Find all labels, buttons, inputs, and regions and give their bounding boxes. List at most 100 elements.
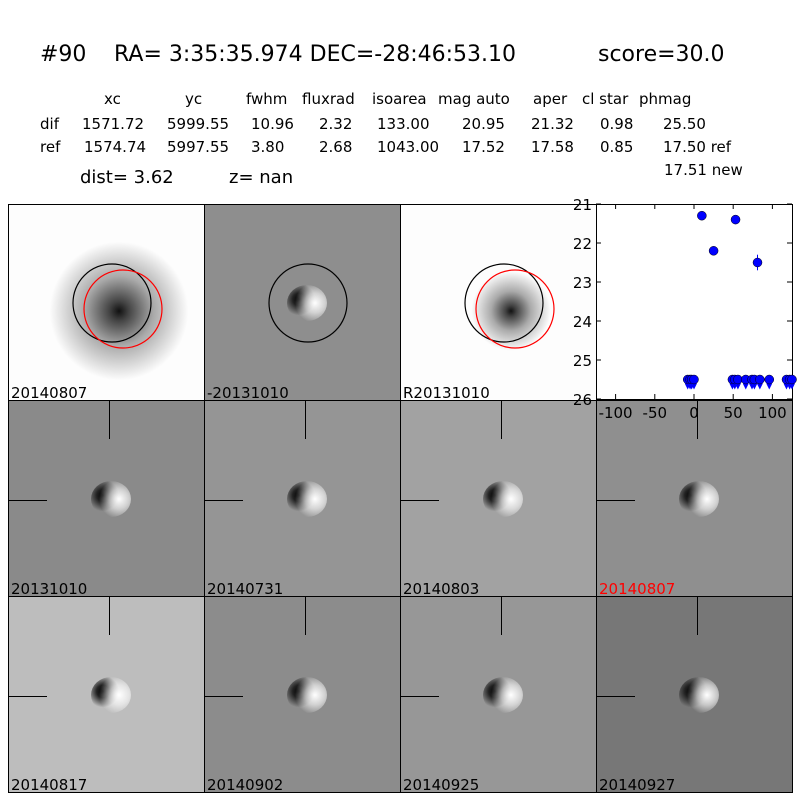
x-tick-label: 50: [724, 404, 743, 422]
image-stamp[interactable]: -20131010: [204, 204, 401, 401]
aperture-circles: [268, 263, 348, 343]
table-cell: 1043.00: [377, 138, 440, 156]
detection-point: [730, 214, 741, 225]
column-header: xc: [104, 90, 121, 108]
dipole-residual: [287, 481, 327, 517]
dipole-residual: [483, 677, 523, 713]
table-cell: 133.00: [377, 115, 430, 133]
image-stamp[interactable]: 20140817: [8, 596, 205, 793]
table-cell: 2.68: [319, 138, 353, 156]
table-cell: 20.95: [462, 115, 505, 133]
crosshair-tick: [597, 696, 635, 697]
aperture-circles: [464, 263, 555, 349]
column-header: aper: [533, 90, 568, 108]
score: score=30.0: [598, 42, 725, 67]
table-cell: 5997.55: [167, 138, 230, 156]
stamp-date-label: 20140807: [11, 384, 88, 401]
table-cell: 3.80: [251, 138, 285, 156]
dipole-residual: [483, 481, 523, 517]
stamp-date-label: -20131010: [207, 384, 289, 401]
upper-limit-arrow: [756, 383, 763, 390]
y-tick-label: 23: [573, 274, 592, 292]
image-stamp[interactable]: 20140927: [596, 596, 793, 793]
table-cell: 2.32: [319, 115, 353, 133]
stamp-date-label: 20140803: [403, 580, 480, 597]
upper-limit-arrow: [691, 383, 697, 390]
table-cell: 10.96: [251, 115, 294, 133]
stamp-date-label: 20131010: [11, 580, 88, 597]
crosshair-tick: [501, 401, 502, 439]
y-tick-label: 24: [573, 313, 592, 331]
crosshair-tick: [205, 696, 243, 697]
stamp-date-label: 20140731: [207, 580, 284, 597]
image-stamp[interactable]: 20140925: [400, 596, 597, 793]
crosshair-tick: [109, 597, 110, 635]
crosshair-tick: [697, 401, 698, 439]
dipole-residual: [287, 285, 327, 321]
x-tick-label: 100: [758, 404, 787, 422]
image-stamp[interactable]: 20140807: [596, 400, 793, 597]
y-tick-label: 21: [573, 196, 592, 214]
crosshair-tick: [305, 401, 306, 439]
crosshair-tick: [697, 597, 698, 635]
upper-limit-arrow: [734, 383, 741, 390]
crosshair-tick: [305, 597, 306, 635]
table-cell: 0.85: [600, 138, 634, 156]
image-stamp[interactable]: 20140731: [204, 400, 401, 597]
candidate-id: #90: [40, 42, 87, 67]
image-stamp[interactable]: 20140902: [204, 596, 401, 793]
aperture-circles: [72, 263, 163, 349]
detection-point: [697, 210, 707, 221]
y-tick-label: 26: [573, 391, 592, 409]
x-tick-label: -50: [643, 404, 668, 422]
image-stamp[interactable]: 20140807: [8, 204, 205, 401]
detection-point: [708, 246, 719, 256]
column-header: phmag: [639, 90, 692, 108]
coordinates: RA= 3:35:35.974 DEC=-28:46:53.10: [114, 42, 517, 67]
dipole-residual: [91, 677, 131, 713]
stamp-date-label: 20140902: [207, 776, 284, 793]
column-header: fluxrad: [302, 90, 355, 108]
table-cell: 1574.74: [84, 138, 147, 156]
image-stamp[interactable]: 20131010: [8, 400, 205, 597]
light-curve-plot: -100 -50 0 50 100 21 22 23 24 25 26: [573, 196, 797, 422]
stamp-date-label: 20140817: [11, 776, 88, 793]
crosshair-tick: [9, 696, 47, 697]
z-value: z= nan: [229, 167, 294, 188]
crosshair-tick: [597, 500, 635, 501]
table-cell: 1571.72: [82, 115, 145, 133]
table-cell: 17.58: [531, 138, 574, 156]
column-header: fwhm: [246, 90, 288, 108]
upper-limit-point: [764, 374, 775, 385]
stamp-date-label: 20140927: [599, 776, 676, 793]
column-header: mag auto: [438, 90, 510, 108]
column-header: yc: [185, 90, 203, 108]
x-tick-label: -100: [599, 404, 633, 422]
dipole-residual: [287, 677, 327, 713]
dipole-residual: [91, 481, 131, 517]
x-tick-label: 0: [689, 404, 699, 422]
crosshair-tick: [109, 401, 110, 439]
dipole-residual: [679, 677, 719, 713]
upper-limit-point: [689, 374, 699, 385]
crosshair-tick: [205, 500, 243, 501]
upper-limit-point: [787, 374, 797, 385]
image-stamp[interactable]: 20140803: [400, 400, 597, 597]
stamp-date-label: R20131010: [403, 384, 490, 401]
table-cell: 5999.55: [167, 115, 230, 133]
dipole-residual: [679, 481, 719, 517]
upper-limit-arrow: [742, 383, 749, 390]
crosshair-tick: [501, 597, 502, 635]
column-header: cl star: [582, 90, 629, 108]
y-tick-label: 22: [573, 235, 592, 253]
table-cell: 0.98: [600, 115, 634, 133]
row-label: dif: [40, 115, 59, 133]
table-cell: 21.32: [531, 115, 574, 133]
y-tick-label: 25: [573, 352, 592, 370]
crosshair-tick: [9, 500, 47, 501]
image-stamp[interactable]: R20131010: [400, 204, 597, 401]
dist-value: dist= 3.62: [80, 167, 174, 188]
table-cell: 17.52: [462, 138, 505, 156]
upper-limit-point: [755, 374, 765, 385]
upper-limit-arrow: [751, 383, 758, 390]
